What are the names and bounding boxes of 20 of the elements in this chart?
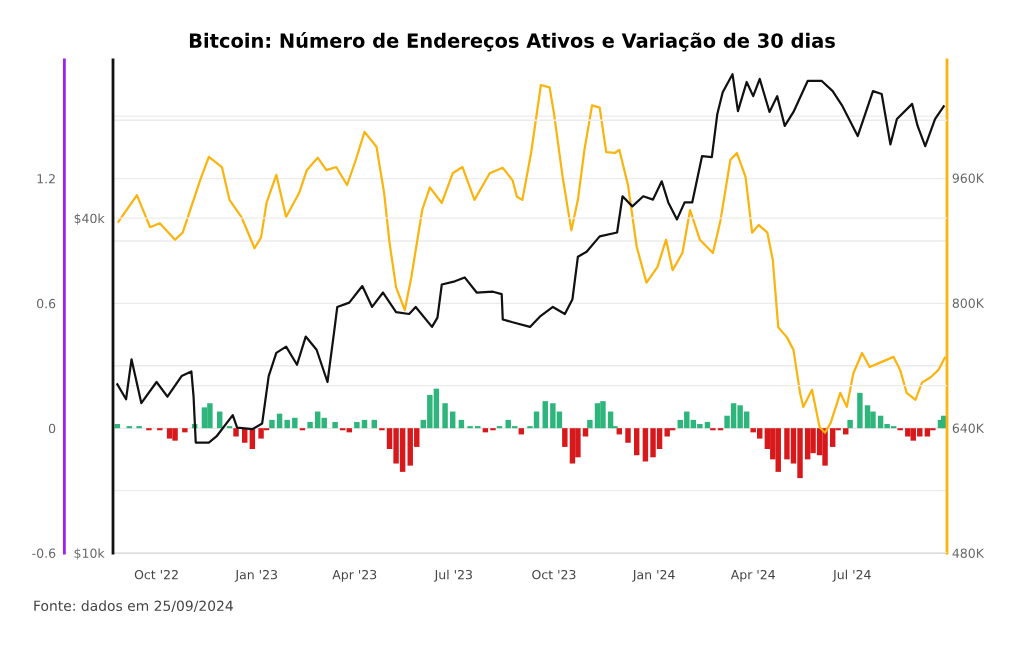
y-tick-label: 1.2	[37, 174, 55, 184]
y-tick-label: 0.6	[37, 298, 56, 309]
x-tick-label: Jul '24	[832, 569, 871, 582]
source-note: Fonte: dados em 25/09/2024	[34, 600, 233, 613]
x-tick-label: Jan '24	[632, 569, 675, 582]
x-tick-label: Apr '23	[332, 569, 377, 582]
y3-tick-label: $40k	[74, 213, 105, 225]
x-tick-label: Oct '23	[532, 569, 576, 580]
x-tick-label: Jul '23	[433, 569, 472, 582]
chart-title: Bitcoin: Número de Endereços Ativos e Variação de 30 dias	[189, 32, 835, 52]
y3-tick-label: $10k	[74, 548, 105, 560]
y2-tick-label: 960K	[952, 173, 985, 183]
x-tick-label: Jan '23	[234, 569, 278, 582]
x-tick-label: Apr '24	[730, 569, 775, 582]
y2-tick-label: 480K	[952, 548, 985, 558]
y-tick-label: 0	[48, 423, 56, 434]
y2-tick-label: 800K	[952, 298, 985, 308]
y-tick-label: -0.6	[32, 548, 56, 558]
y2-tick-label: 640K	[952, 423, 985, 433]
x-tick-label: Oct '22	[134, 569, 178, 580]
